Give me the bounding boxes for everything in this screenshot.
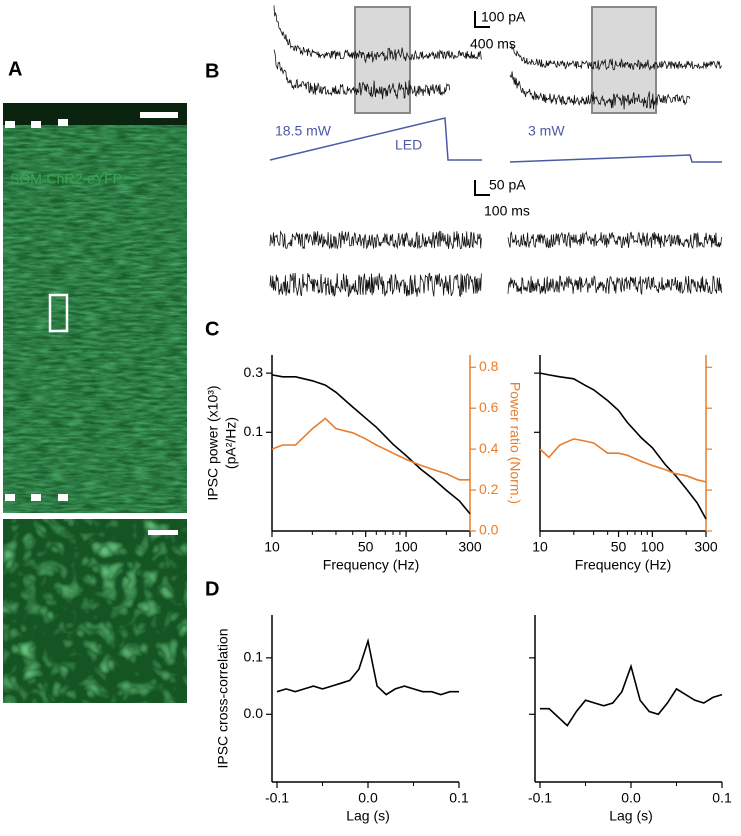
led-power: 3 mW [528, 123, 565, 139]
panel-label: A [8, 58, 22, 80]
y2-tick-label: 0.0 [479, 522, 499, 538]
x-tick-label: 0.0 [621, 790, 641, 806]
y-axis-label: IPSC power (x10³) [205, 385, 221, 500]
x-tick-label: 0.1 [449, 790, 469, 806]
y-tick-label: 0.1 [244, 649, 264, 665]
led-label: LED [395, 137, 422, 153]
y2-tick-label: 0.2 [479, 481, 499, 497]
x-tick-label: 100 [641, 539, 665, 555]
analysis-window [591, 6, 657, 114]
scale-label: 100 ms [484, 203, 530, 219]
x-tick-label: -0.1 [265, 790, 289, 806]
recording-trace [507, 275, 722, 296]
panel-label: C [205, 318, 219, 340]
micrograph-zoom [3, 519, 187, 703]
y2-axis-label: Power ratio (Norm.) [507, 382, 523, 504]
led-ramp [269, 117, 482, 161]
led-power: 18.5 mW [275, 123, 332, 139]
data-line [276, 637, 459, 696]
recording-trace [273, 49, 451, 100]
x-axis-label: Lag (s) [609, 808, 653, 824]
y-axis-label: IPSC cross-correlation [215, 628, 231, 768]
scale-bar [474, 180, 490, 196]
recording-trace [507, 230, 722, 250]
y-axis-label: (pA²/Hz) [223, 417, 239, 469]
x-tick-label: 0.0 [358, 790, 378, 806]
x-tick-label: 300 [694, 539, 718, 555]
y-tick-label: 0.1 [244, 423, 264, 439]
x-axis-label: Lag (s) [346, 808, 390, 824]
recording-trace [273, 5, 482, 64]
data-line [539, 438, 707, 483]
x-tick-label: -0.1 [528, 790, 552, 806]
x-tick-label: 100 [394, 539, 418, 555]
x-tick-label: 50 [358, 539, 374, 555]
y-tick-label: 0.3 [244, 364, 264, 380]
scale-label: 100 pA [481, 9, 526, 25]
recording-trace [269, 230, 482, 250]
data-line [540, 663, 723, 727]
data-line [539, 372, 707, 520]
recording-trace [509, 41, 722, 71]
x-tick-label: 10 [532, 539, 548, 555]
scale-label: 400 ms [470, 36, 516, 52]
scale-bar [474, 11, 490, 28]
recording-trace [269, 272, 482, 298]
panel-label: D [205, 578, 219, 600]
panel-label: B [205, 60, 219, 82]
y2-tick-label: 0.6 [479, 399, 499, 415]
y2-tick-label: 0.4 [479, 440, 499, 456]
data-line [271, 417, 470, 481]
led-ramp [509, 154, 722, 163]
y-tick-label: 0.0 [244, 705, 264, 721]
x-tick-label: 300 [458, 539, 482, 555]
x-tick-label: 50 [611, 539, 627, 555]
recording-trace [509, 71, 691, 110]
y2-tick-label: 0.8 [479, 358, 499, 374]
micrograph [3, 103, 187, 513]
x-tick-label: 10 [264, 539, 280, 555]
x-tick-label: 0.1 [712, 790, 732, 806]
scale-label: 50 pA [489, 177, 526, 193]
x-axis-label: Frequency (Hz) [323, 557, 419, 573]
x-axis-label: Frequency (Hz) [575, 557, 671, 573]
stain-label: SOM-ChR2-eYFP [10, 171, 122, 187]
data-line [271, 374, 471, 515]
